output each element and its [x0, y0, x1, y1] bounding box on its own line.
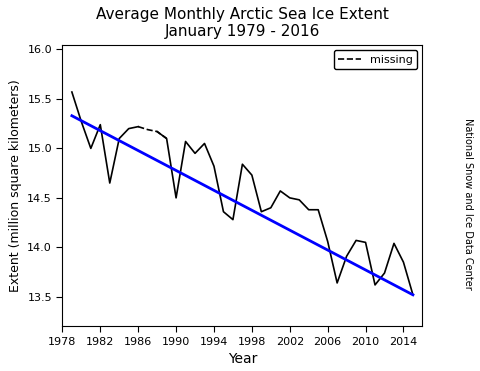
- Y-axis label: Extent (million square kilometers): Extent (million square kilometers): [9, 79, 22, 292]
- Text: National Snow and Ice Data Center: National Snow and Ice Data Center: [463, 118, 473, 290]
- Title: Average Monthly Arctic Sea Ice Extent
January 1979 - 2016: Average Monthly Arctic Sea Ice Extent Ja…: [96, 7, 389, 39]
- Legend: missing: missing: [334, 50, 417, 69]
- X-axis label: Year: Year: [228, 352, 257, 367]
